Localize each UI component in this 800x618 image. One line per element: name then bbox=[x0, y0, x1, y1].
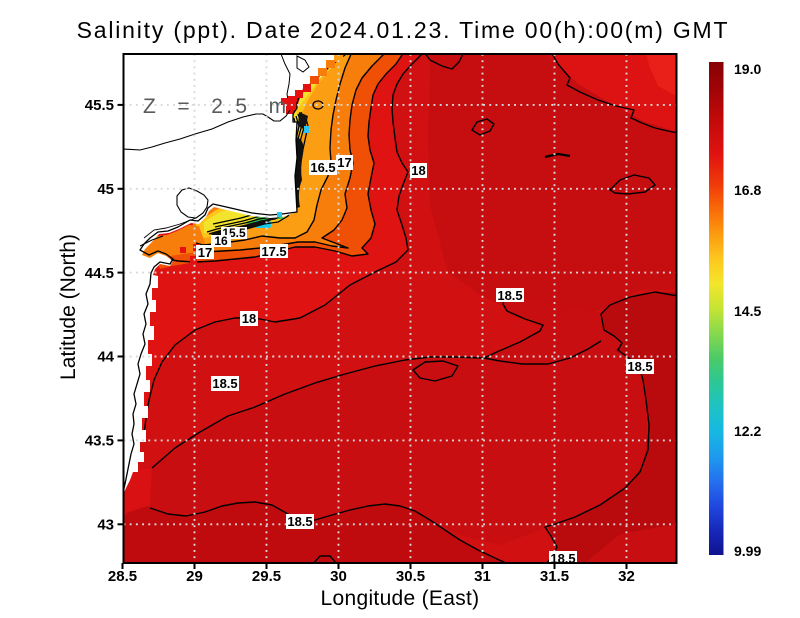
svg-text:43: 43 bbox=[97, 517, 114, 534]
svg-text:17: 17 bbox=[198, 245, 212, 260]
svg-text:44.5: 44.5 bbox=[85, 265, 114, 282]
svg-text:18: 18 bbox=[242, 311, 256, 326]
svg-text:32: 32 bbox=[618, 568, 635, 585]
svg-text:29: 29 bbox=[186, 568, 203, 585]
svg-text:16.8: 16.8 bbox=[734, 182, 761, 198]
svg-text:9.99: 9.99 bbox=[734, 543, 761, 559]
svg-text:17: 17 bbox=[337, 155, 351, 170]
svg-text:16.5: 16.5 bbox=[310, 160, 335, 175]
svg-text:44: 44 bbox=[97, 349, 114, 366]
svg-text:17.5: 17.5 bbox=[261, 244, 286, 259]
svg-text:Longitude (East): Longitude (East) bbox=[321, 587, 480, 610]
svg-text:18.5: 18.5 bbox=[287, 514, 312, 529]
svg-text:18.5: 18.5 bbox=[212, 376, 237, 391]
svg-text:12.2: 12.2 bbox=[734, 423, 761, 439]
svg-text:16: 16 bbox=[214, 234, 228, 248]
svg-text:18.5: 18.5 bbox=[497, 288, 522, 303]
svg-text:Z = 2.5 m: Z = 2.5 m bbox=[143, 95, 289, 118]
svg-text:19.0: 19.0 bbox=[734, 61, 761, 77]
svg-text:14.5: 14.5 bbox=[734, 303, 761, 319]
svg-text:18.5: 18.5 bbox=[627, 359, 652, 374]
svg-text:18: 18 bbox=[411, 163, 425, 178]
svg-text:30.5: 30.5 bbox=[396, 568, 425, 585]
svg-text:28.5: 28.5 bbox=[108, 568, 137, 585]
svg-text:45.5: 45.5 bbox=[85, 97, 114, 114]
svg-text:30: 30 bbox=[330, 568, 347, 585]
svg-text:Salinity (ppt). Date 2024.01.2: Salinity (ppt). Date 2024.01.23. Time 00… bbox=[77, 17, 730, 43]
svg-text:31: 31 bbox=[474, 568, 491, 585]
svg-text:43.5: 43.5 bbox=[85, 433, 114, 450]
svg-text:Latitude (North): Latitude (North) bbox=[57, 234, 80, 380]
svg-text:29.5: 29.5 bbox=[252, 568, 281, 585]
svg-text:45: 45 bbox=[97, 181, 114, 198]
svg-text:18.5: 18.5 bbox=[550, 551, 575, 566]
svg-text:31.5: 31.5 bbox=[540, 568, 569, 585]
